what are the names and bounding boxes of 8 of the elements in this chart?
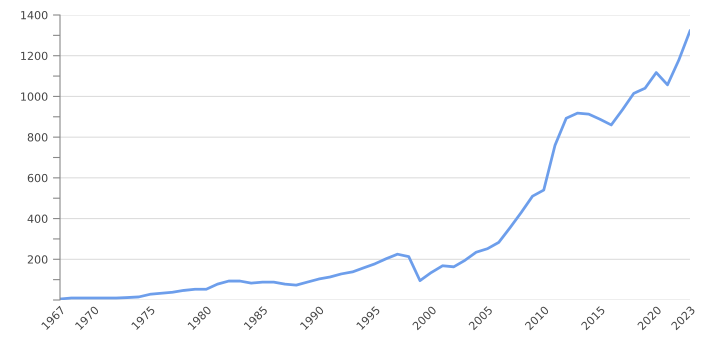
y-tick-label: 1400 — [21, 10, 48, 20]
y-tick-label: 600 — [28, 174, 48, 182]
y-tick-label: 200 — [28, 255, 48, 264]
y-tick-label: 1000 — [21, 92, 48, 101]
y-tick-label: 1200 — [21, 52, 48, 60]
line-series — [60, 29, 690, 300]
y-tick-label: 800 — [28, 133, 48, 142]
y-tick-label: 400 — [28, 214, 48, 223]
